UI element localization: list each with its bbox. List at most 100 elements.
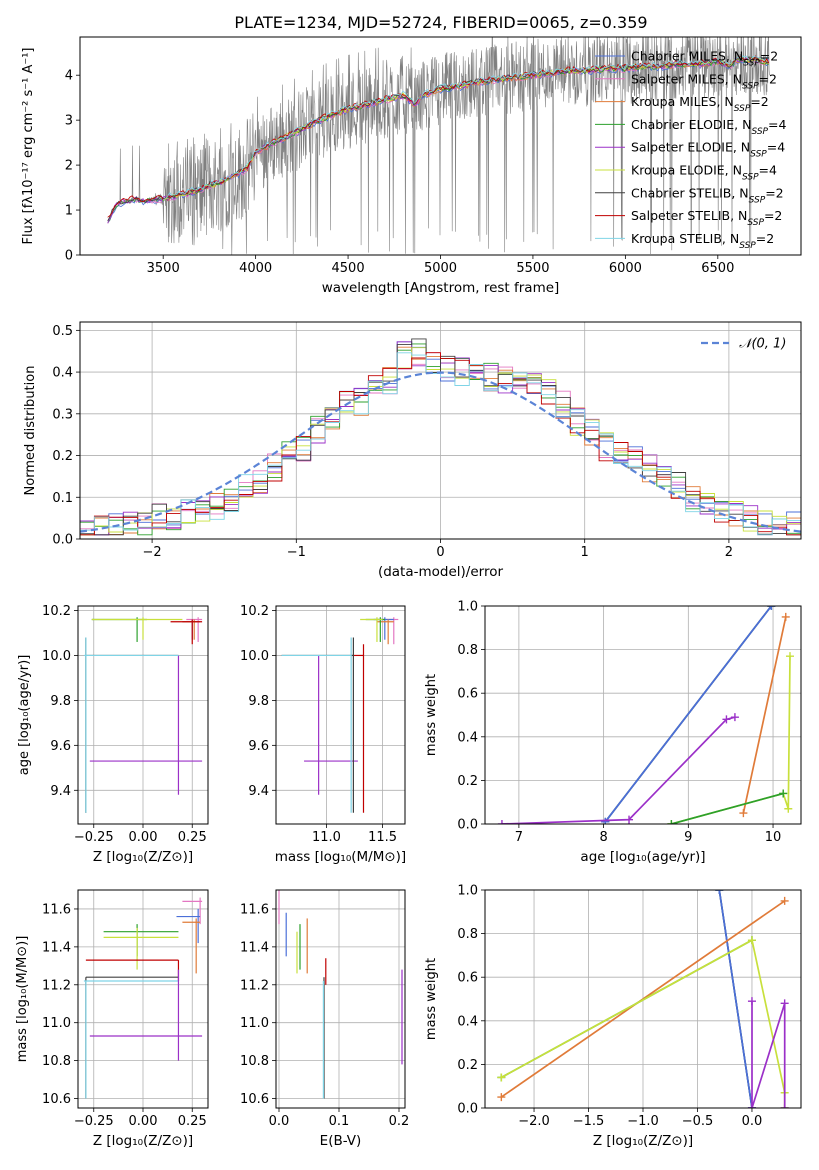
- x-tick-label: 0.00: [129, 1114, 158, 1129]
- weight-marker: [784, 804, 793, 813]
- plot-area: [278, 890, 403, 1099]
- weight-marker: [780, 896, 789, 905]
- weight-marker: [497, 1073, 506, 1082]
- y-tick-label: 9.8: [50, 694, 71, 709]
- legend-tail: =2: [759, 71, 777, 86]
- x-axis-label: wavelength [Angstrom, rest frame]: [322, 280, 560, 296]
- x-tick-label: 0.0: [742, 1114, 763, 1129]
- y-tick-label: 11.0: [240, 1016, 269, 1031]
- x-tick-label: −0.25: [74, 1114, 114, 1129]
- legend-entry: Salpeter STELIB, NSSP=2: [631, 208, 782, 228]
- y-tick-label: 9.8: [248, 694, 269, 709]
- x-tick-label: 5000: [424, 261, 457, 276]
- weight-line: [604, 606, 772, 823]
- legend-tail: =4: [759, 163, 777, 178]
- x-tick-label: 0.25: [178, 830, 207, 845]
- x-axis-label: Z [log₁₀(Z/Z⊙)]: [93, 1133, 193, 1149]
- residual-histogram: [80, 352, 801, 536]
- x-tick-label: 4000: [239, 261, 272, 276]
- axes-frame: [79, 36, 802, 256]
- weight-marker: [625, 815, 634, 824]
- y-tick-label: 0.0: [457, 818, 478, 833]
- x-tick-label: −1.5: [573, 1114, 605, 1129]
- weight-marker: [722, 715, 731, 724]
- legend-entry: Chabrier MILES, NSSP=2: [631, 49, 778, 69]
- y-tick-label: 1.0: [457, 600, 478, 615]
- observed-spectrum: [107, 37, 770, 255]
- legend-entry: Kroupa MILES, NSSP=2: [631, 94, 769, 114]
- weight-marker: [780, 999, 789, 1008]
- y-tick-label: 10.2: [240, 604, 269, 619]
- y-tick-label: 11.4: [240, 940, 269, 955]
- weight-marker: [780, 1104, 789, 1108]
- y-tick-label: 10.6: [42, 1092, 71, 1107]
- x-tick-label: 0.2: [389, 1114, 410, 1129]
- legend-entry: Kroupa STELIB, NSSP=2: [631, 231, 774, 251]
- weight-marker: [601, 817, 610, 824]
- plot-area: [83, 897, 203, 1099]
- y-tick-label: 4: [65, 69, 73, 84]
- axes-frame: [77, 605, 209, 825]
- legend-tail: =2: [765, 185, 783, 200]
- y-tick-label: 0.2: [457, 1058, 478, 1073]
- y-tick-label: 1.0: [457, 884, 478, 899]
- legend-tail: =2: [756, 231, 774, 246]
- legend-label: Chabrier STELIB, N: [631, 185, 749, 200]
- y-tick-label: 0.2: [52, 449, 73, 464]
- x-tick-label: −2.0: [518, 1114, 550, 1129]
- legend-tail: =4: [768, 117, 786, 132]
- y-tick-label: 10.0: [42, 649, 71, 664]
- weight-marker: [747, 936, 756, 945]
- x-axis-label: Z [log₁₀(Z/Z⊙)]: [93, 849, 193, 865]
- y-tick-label: 0.0: [457, 1102, 478, 1117]
- legend-subscript: SSP: [734, 104, 751, 114]
- weight-marker: [497, 820, 506, 824]
- weight-marker: [781, 612, 790, 621]
- axes-frame: [484, 605, 802, 825]
- y-axis-label: Normed distribution: [23, 366, 38, 496]
- x-axis-label: mass [log₁₀(M/M⊙)]: [275, 849, 406, 865]
- y-tick-label: 10.8: [240, 1054, 269, 1069]
- weight-marker: [785, 652, 794, 661]
- y-tick-label: 0.4: [457, 1014, 478, 1029]
- y-tick-label: 11.4: [42, 940, 71, 955]
- weight-line: [742, 616, 787, 814]
- axes-frame: [275, 605, 406, 825]
- x-tick-label: 3500: [147, 261, 180, 276]
- x-tick-label: −2: [143, 545, 162, 560]
- weight-marker: [667, 820, 676, 824]
- residual-histogram: [80, 352, 801, 536]
- legend-label: Chabrier MILES, N: [631, 49, 743, 64]
- weight-line: [751, 1001, 786, 1108]
- legend-label: Kroupa ELODIE, N: [631, 163, 742, 178]
- x-tick-label: 5500: [516, 261, 549, 276]
- legend-label: Salpeter ELODIE, N: [631, 140, 750, 155]
- y-tick-label: 0.6: [457, 687, 478, 702]
- y-tick-label: 0.5: [52, 324, 73, 339]
- y-tick-label: 2: [65, 159, 73, 174]
- legend-subscript: SSP: [749, 195, 766, 205]
- panel-spectrum: 3500 4000 4500 5000 5500 6000 6500 0 1 2 3 4 wavelen…: [21, 36, 802, 296]
- x-tick-label: 4500: [332, 261, 365, 276]
- axes-frame: [77, 889, 209, 1109]
- x-tick-label: 0.1: [329, 1114, 350, 1129]
- y-tick-label: 0.4: [457, 730, 478, 745]
- legend-label: Salpeter STELIB, N: [631, 208, 747, 223]
- panel-residuals: −2 −1 0 1 2 0.0 0.1 0.2 0.3 0.4 0.5 (data-model)/er…: [23, 321, 802, 580]
- y-axis-label: Flux [fλ10⁻¹⁷ erg cm⁻² s⁻¹ A⁻¹]: [21, 48, 36, 245]
- x-tick-label: 6500: [701, 261, 734, 276]
- legend-label: Kroupa MILES, N: [631, 94, 734, 109]
- weight-marker: [497, 1093, 506, 1102]
- legend-label: Salpeter MILES, N: [631, 71, 742, 86]
- legend-entry: Kroupa ELODIE, NSSP=4: [631, 163, 777, 183]
- legend-entry: 𝒩(0, 1): [739, 337, 786, 352]
- plot-area: [281, 617, 399, 813]
- axes-frame: [275, 889, 406, 1109]
- legend-entry: Chabrier ELODIE, NSSP=4: [631, 117, 786, 137]
- x-tick-label: 8: [599, 830, 607, 845]
- legend-subscript: SSP: [742, 173, 759, 183]
- y-tick-label: 0.8: [457, 927, 478, 942]
- x-tick-label: 9: [684, 830, 692, 845]
- y-tick-label: 0.6: [457, 971, 478, 986]
